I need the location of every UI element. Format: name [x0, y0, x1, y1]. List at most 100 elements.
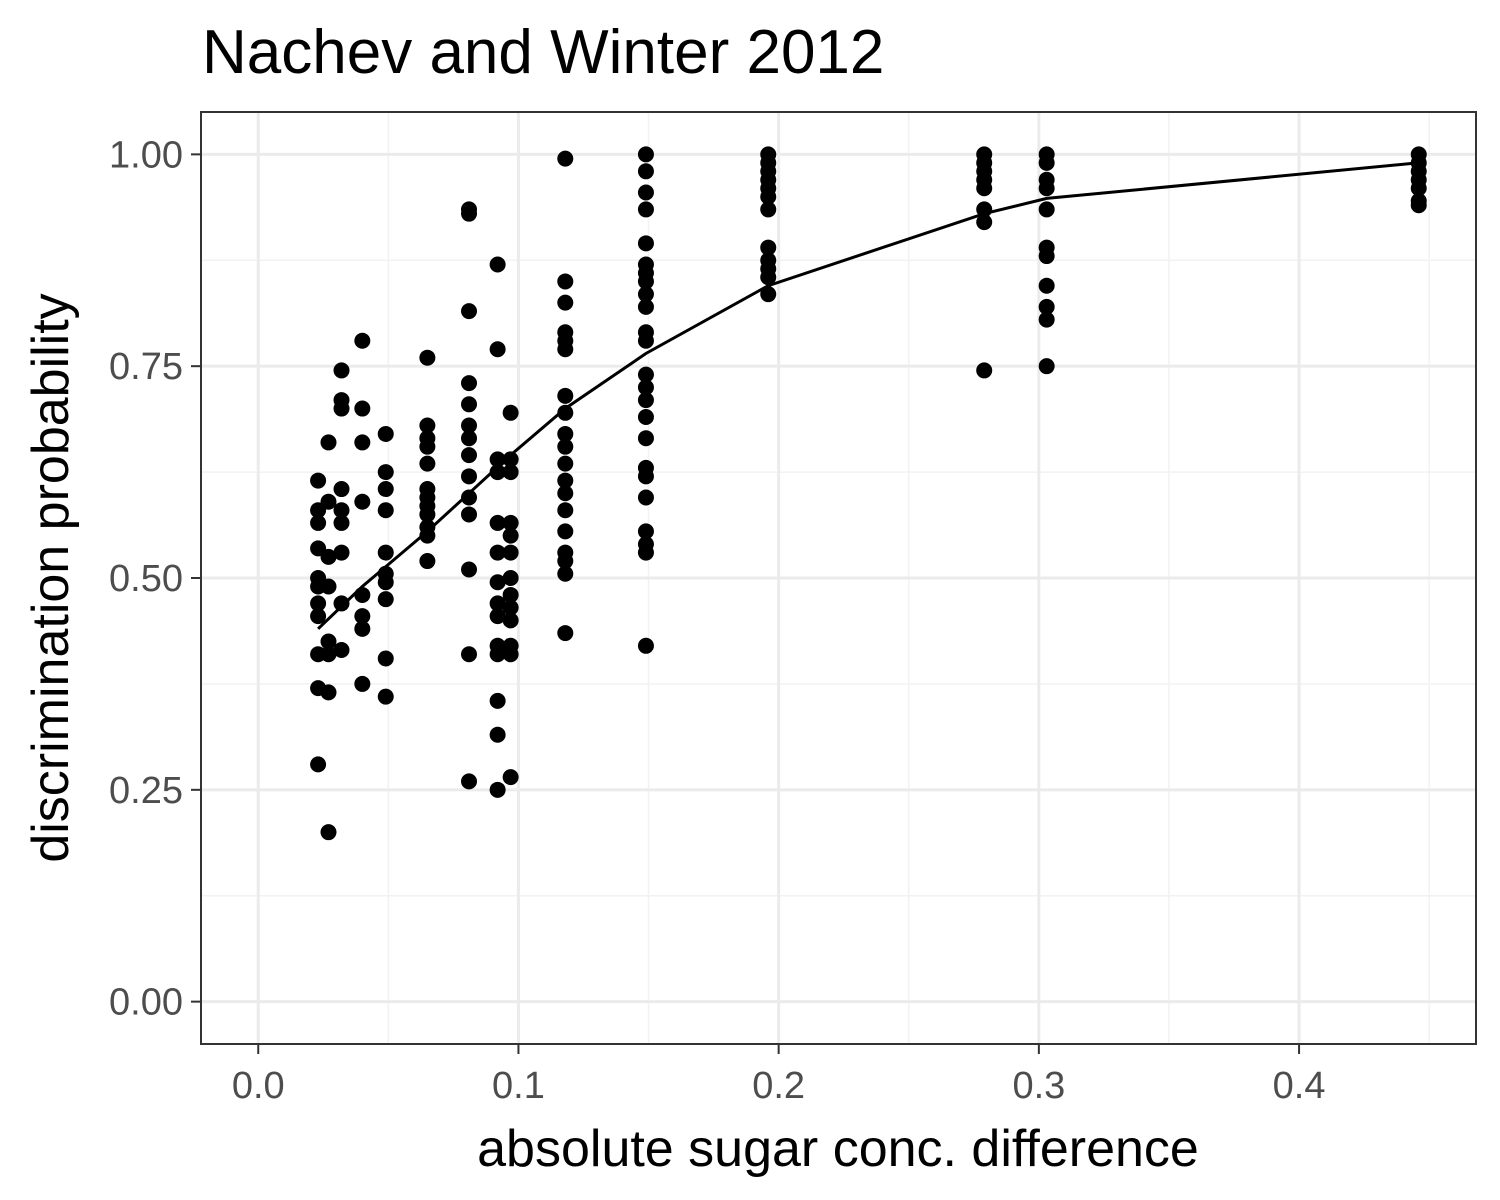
data-point: [489, 256, 506, 273]
data-point: [1410, 197, 1427, 214]
data-point: [557, 438, 574, 455]
data-point: [320, 548, 337, 565]
data-point: [760, 269, 777, 286]
data-point: [502, 527, 519, 544]
data-point: [502, 404, 519, 421]
data-point: [333, 400, 350, 417]
data-point: [377, 591, 394, 608]
data-point: [637, 163, 654, 180]
data-point: [333, 595, 350, 612]
data-point: [333, 481, 350, 498]
y-tick-label: 0.50: [109, 558, 183, 600]
data-point: [637, 286, 654, 303]
data-point: [976, 201, 993, 218]
data-point: [637, 430, 654, 447]
data-point: [502, 570, 519, 586]
data-point: [461, 205, 478, 222]
data-point: [637, 637, 654, 654]
data-point: [502, 464, 519, 481]
data-point: [1038, 180, 1055, 197]
data-point: [557, 150, 574, 167]
data-point: [760, 188, 777, 205]
data-point: [461, 430, 478, 447]
data-point: [489, 464, 506, 481]
data-point: [502, 514, 519, 531]
data-point: [489, 781, 506, 798]
data-point: [1410, 180, 1427, 197]
data-point: [489, 608, 506, 625]
data-point: [637, 392, 654, 409]
data-point: [637, 523, 654, 540]
data-point: [557, 625, 574, 642]
x-axis-ticks: 0.0 0.1 0.2 0.3 0.4: [232, 1044, 1325, 1107]
data-point: [502, 451, 519, 468]
data-point: [320, 434, 337, 451]
data-point: [419, 527, 436, 544]
x-tick-label: 0.0: [232, 1065, 285, 1107]
data-point: [377, 650, 394, 667]
data-point: [557, 523, 574, 540]
data-point: [502, 599, 519, 616]
data-point: [377, 464, 394, 481]
data-point: [557, 472, 574, 489]
data-point: [377, 544, 394, 561]
data-point: [320, 633, 337, 650]
chart-title: Nachev and Winter 2012: [202, 18, 884, 87]
data-point: [637, 201, 654, 218]
data-point: [461, 396, 478, 413]
fit-line-layer: [317, 161, 1419, 630]
data-point: [489, 451, 506, 468]
data-point: [976, 180, 993, 197]
data-point: [320, 684, 337, 701]
data-point: [637, 332, 654, 349]
data-point: [489, 692, 506, 709]
data-point: [976, 214, 993, 231]
data-point: [333, 514, 350, 531]
data-point: [461, 375, 478, 392]
data-point: [377, 425, 394, 442]
data-point: [354, 608, 371, 625]
data-point: [1038, 277, 1055, 294]
data-point: [637, 146, 654, 163]
data-point: [760, 286, 777, 303]
data-point: [310, 608, 327, 625]
data-point: [419, 455, 436, 472]
x-tick-label: 0.2: [752, 1065, 805, 1107]
data-point: [637, 489, 654, 506]
data-point: [461, 506, 478, 523]
data-point: [637, 273, 654, 290]
data-point: [354, 620, 371, 637]
data-point: [461, 646, 478, 663]
data-point: [419, 417, 436, 434]
data-point: [502, 586, 519, 603]
data-point: [461, 417, 478, 434]
data-point: [333, 362, 350, 379]
x-axis-title: absolute sugar conc. difference: [477, 1120, 1199, 1178]
data-point: [461, 773, 478, 790]
data-point: [377, 688, 394, 705]
data-point: [354, 332, 371, 349]
data-point: [557, 553, 574, 570]
data-point: [489, 544, 506, 561]
fit-line: [317, 161, 1419, 630]
data-point: [354, 493, 371, 510]
data-point: [310, 595, 327, 612]
y-tick-label: 0.00: [109, 982, 183, 1024]
data-point: [354, 400, 371, 417]
data-point: [637, 468, 654, 485]
data-point: [419, 506, 436, 523]
y-tick-label: 1.00: [109, 134, 183, 176]
data-point: [489, 646, 506, 663]
data-point: [502, 646, 519, 663]
points-layer: [310, 146, 1427, 841]
data-point: [637, 379, 654, 396]
data-point: [1038, 248, 1055, 265]
data-point: [557, 341, 574, 358]
data-point: [557, 455, 574, 472]
data-point: [489, 514, 506, 531]
data-point: [1038, 311, 1055, 328]
data-point: [760, 201, 777, 218]
data-point: [333, 544, 350, 561]
data-point: [461, 468, 478, 485]
grid-lines: [201, 112, 1476, 1044]
